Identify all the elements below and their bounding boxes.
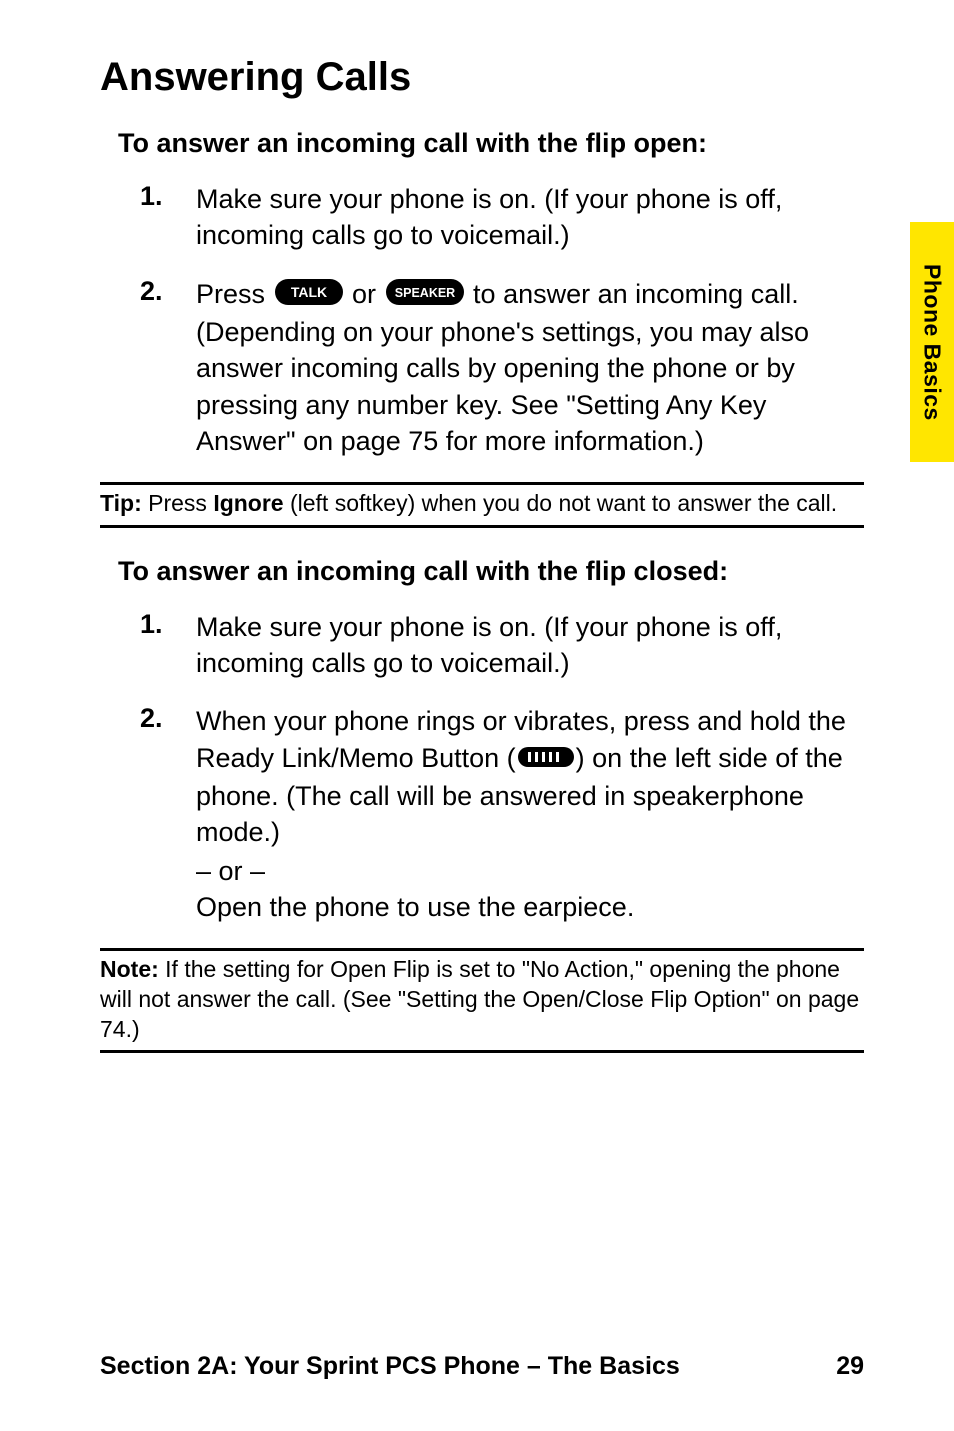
list-item: 1. Make sure your phone is on. (If your …	[140, 609, 864, 682]
list-item: 1. Make sure your phone is on. (If your …	[140, 181, 864, 254]
note-label: Note:	[100, 956, 165, 982]
text-fragment: Press	[148, 490, 213, 516]
list-text: When your phone rings or vibrates, press…	[196, 703, 864, 925]
list-number: 2.	[140, 276, 196, 460]
talk-button-icon: TALK	[275, 278, 343, 314]
speaker-button-icon: SPEAKER	[386, 278, 464, 314]
footer-page-number: 29	[836, 1352, 864, 1381]
subhead-flip-closed: To answer an incoming call with the flip…	[118, 556, 864, 587]
text-fragment: (left softkey) when you do not want to a…	[284, 490, 838, 516]
svg-text:TALK: TALK	[290, 284, 326, 300]
list-text: Make sure your phone is on. (If your pho…	[196, 181, 864, 254]
page: Phone Basics Answering Calls To answer a…	[0, 0, 954, 1431]
note-box: Note: If the setting for Open Flip is se…	[100, 948, 864, 1054]
list-text: Press TALK or SPEAKER to answer an incom…	[196, 276, 864, 460]
readylink-button-icon	[518, 742, 574, 778]
list-item: 2. When your phone rings or vibrates, pr…	[140, 703, 864, 925]
footer: Section 2A: Your Sprint PCS Phone – The …	[100, 1352, 864, 1381]
text-fragment: Press	[196, 279, 273, 309]
list-number: 1.	[140, 609, 196, 682]
side-tab-label: Phone Basics	[919, 264, 946, 421]
text-fragment: If the setting for Open Flip is set to "…	[100, 956, 859, 1042]
note-text: Note: If the setting for Open Flip is se…	[100, 951, 864, 1051]
subhead-flip-open: To answer an incoming call with the flip…	[118, 128, 864, 159]
tip-box: Tip: Press Ignore (left softkey) when yo…	[100, 482, 864, 528]
svg-text:SPEAKER: SPEAKER	[394, 286, 454, 300]
or-separator: – or –	[196, 853, 864, 889]
list-item: 2. Press TALK or SPEAKER to answer an in…	[140, 276, 864, 460]
text-fragment: or	[345, 279, 384, 309]
footer-section-title: Section 2A: Your Sprint PCS Phone – The …	[100, 1352, 680, 1381]
side-tab: Phone Basics	[910, 222, 954, 462]
list-number: 2.	[140, 703, 196, 925]
page-heading: Answering Calls	[100, 55, 864, 100]
open-phone-line: Open the phone to use the earpiece.	[196, 889, 864, 925]
list-number: 1.	[140, 181, 196, 254]
tip-text: Tip: Press Ignore (left softkey) when yo…	[100, 485, 864, 525]
tip-label: Tip:	[100, 490, 148, 516]
tip-ignore-bold: Ignore	[213, 490, 283, 516]
list-text: Make sure your phone is on. (If your pho…	[196, 609, 864, 682]
